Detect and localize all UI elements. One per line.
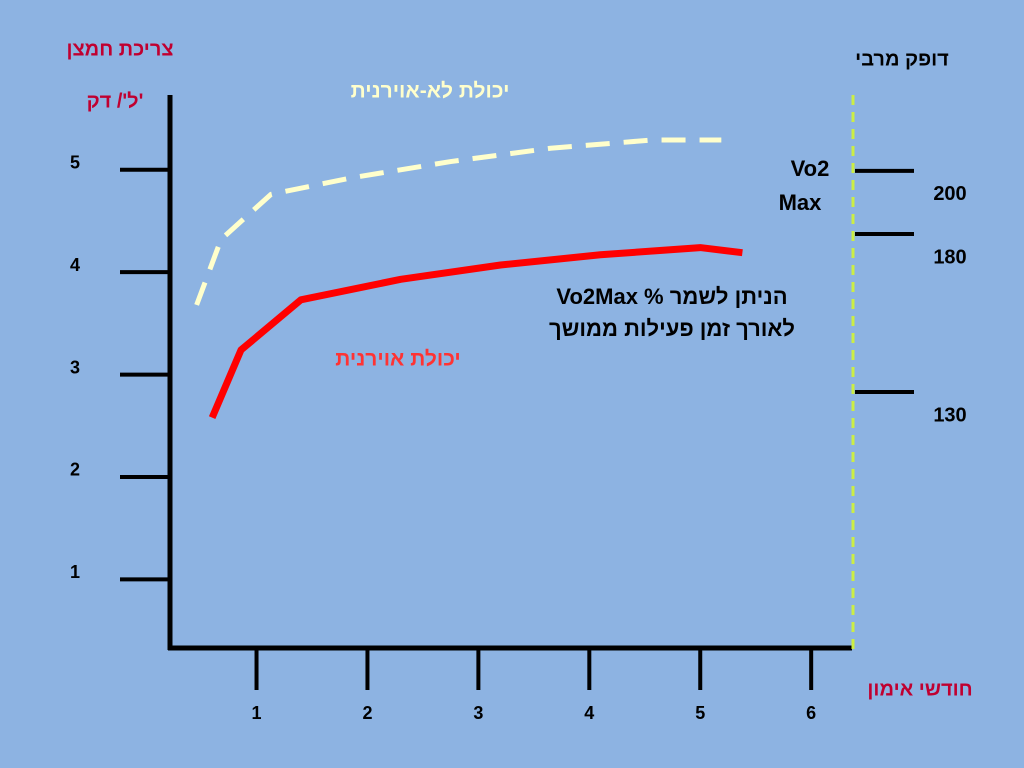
annotation: לאורך זמן פעילות ממושך [549,316,795,341]
y2-axis-title: דופק מרבי [855,48,949,70]
y-tick-label: 3 [70,357,80,377]
y-axis-unit: ל'/ דק' [87,90,144,112]
annotation: Vo2Max % הניתן לשמר [556,284,787,309]
annotation: Max [779,190,823,215]
series-label: יכולת לא-אוירנית [351,80,510,103]
y2-tick-label: 200 [933,183,966,205]
y-tick-label: 5 [70,153,80,173]
annotation: Vo2 [791,156,830,181]
line-series [194,137,722,306]
y2-tick-label: 130 [933,404,966,426]
x-tick-label: 6 [806,703,816,723]
x-tick-label: 1 [252,703,262,723]
x-tick-label: 3 [473,703,483,723]
y-tick-label: 2 [70,460,80,480]
x-tick-label: 5 [695,703,705,723]
y-axis-title: צריכת חמצן [66,38,173,60]
x-axis-title: חודשי אימון [867,678,972,700]
line-series [208,244,743,419]
x-tick-label: 2 [362,703,372,723]
y2-tick-label: 180 [933,246,966,268]
series-label: יכולת אוירנית [335,348,461,371]
y-tick-label: 1 [70,562,80,582]
x-tick-label: 4 [584,703,594,723]
y-tick-label: 4 [70,255,80,275]
